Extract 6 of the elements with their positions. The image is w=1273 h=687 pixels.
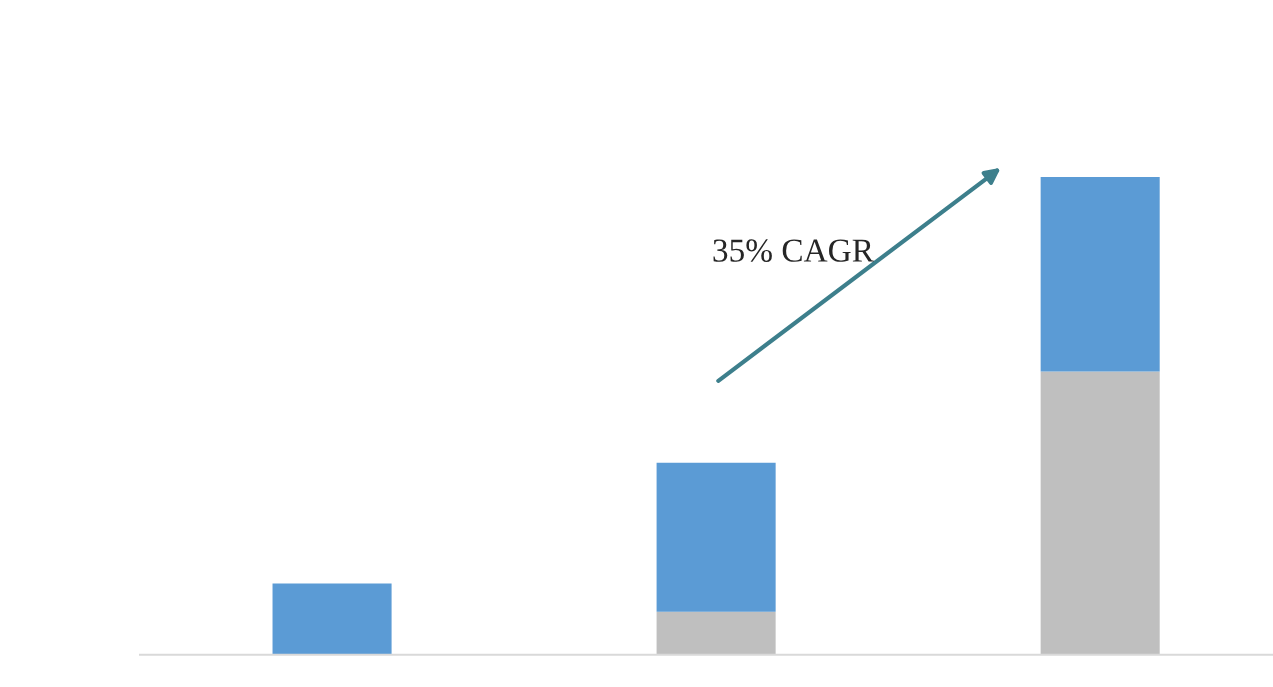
bar (272, 583, 392, 655)
bar (1040, 177, 1160, 372)
bar (656, 611, 776, 655)
bar (1040, 371, 1160, 655)
annotation: 35% CAGR (713, 239, 874, 262)
bar (656, 462, 776, 612)
